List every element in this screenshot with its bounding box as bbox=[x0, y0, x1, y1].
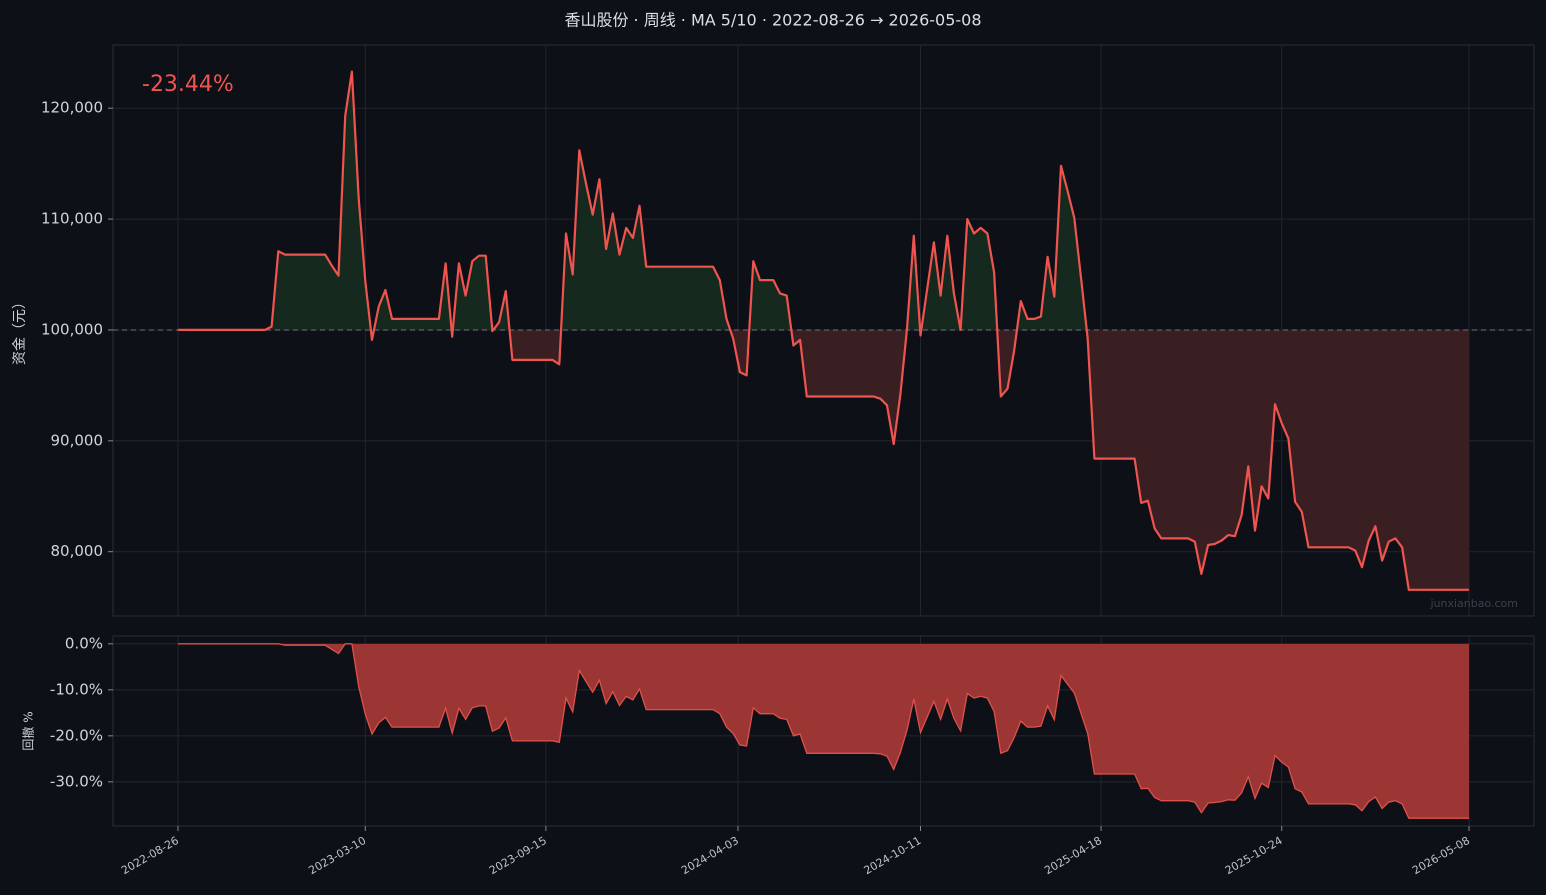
y-tick-label: -20.0% bbox=[50, 726, 103, 744]
y-tick-label: 110,000 bbox=[41, 210, 103, 228]
y-axis-label: 资金（元） bbox=[12, 295, 28, 365]
y-tick-label: 90,000 bbox=[51, 431, 104, 449]
y-tick-label: 0.0% bbox=[65, 634, 103, 652]
drawdown-line bbox=[178, 643, 1469, 819]
y-tick-label: 100,000 bbox=[41, 320, 103, 338]
y-tick-label: -30.0% bbox=[50, 772, 103, 790]
loss-area bbox=[177, 329, 1470, 590]
chart-title: 香山股份 · 周线 · MA 5/10 · 2022-08-26 → 2026-… bbox=[564, 11, 981, 30]
y-tick-label: -10.0% bbox=[50, 680, 103, 698]
gain-area bbox=[177, 71, 1087, 330]
y-axis-label: 回撤 % bbox=[21, 711, 36, 750]
return-annotation: -23.44% bbox=[142, 72, 234, 97]
drawdown-area bbox=[177, 643, 1470, 819]
watermark: junxianbao.com bbox=[1429, 597, 1518, 610]
y-tick-label: 120,000 bbox=[41, 99, 103, 117]
y-tick-label: 80,000 bbox=[51, 542, 104, 560]
equity-line bbox=[178, 70, 1469, 591]
